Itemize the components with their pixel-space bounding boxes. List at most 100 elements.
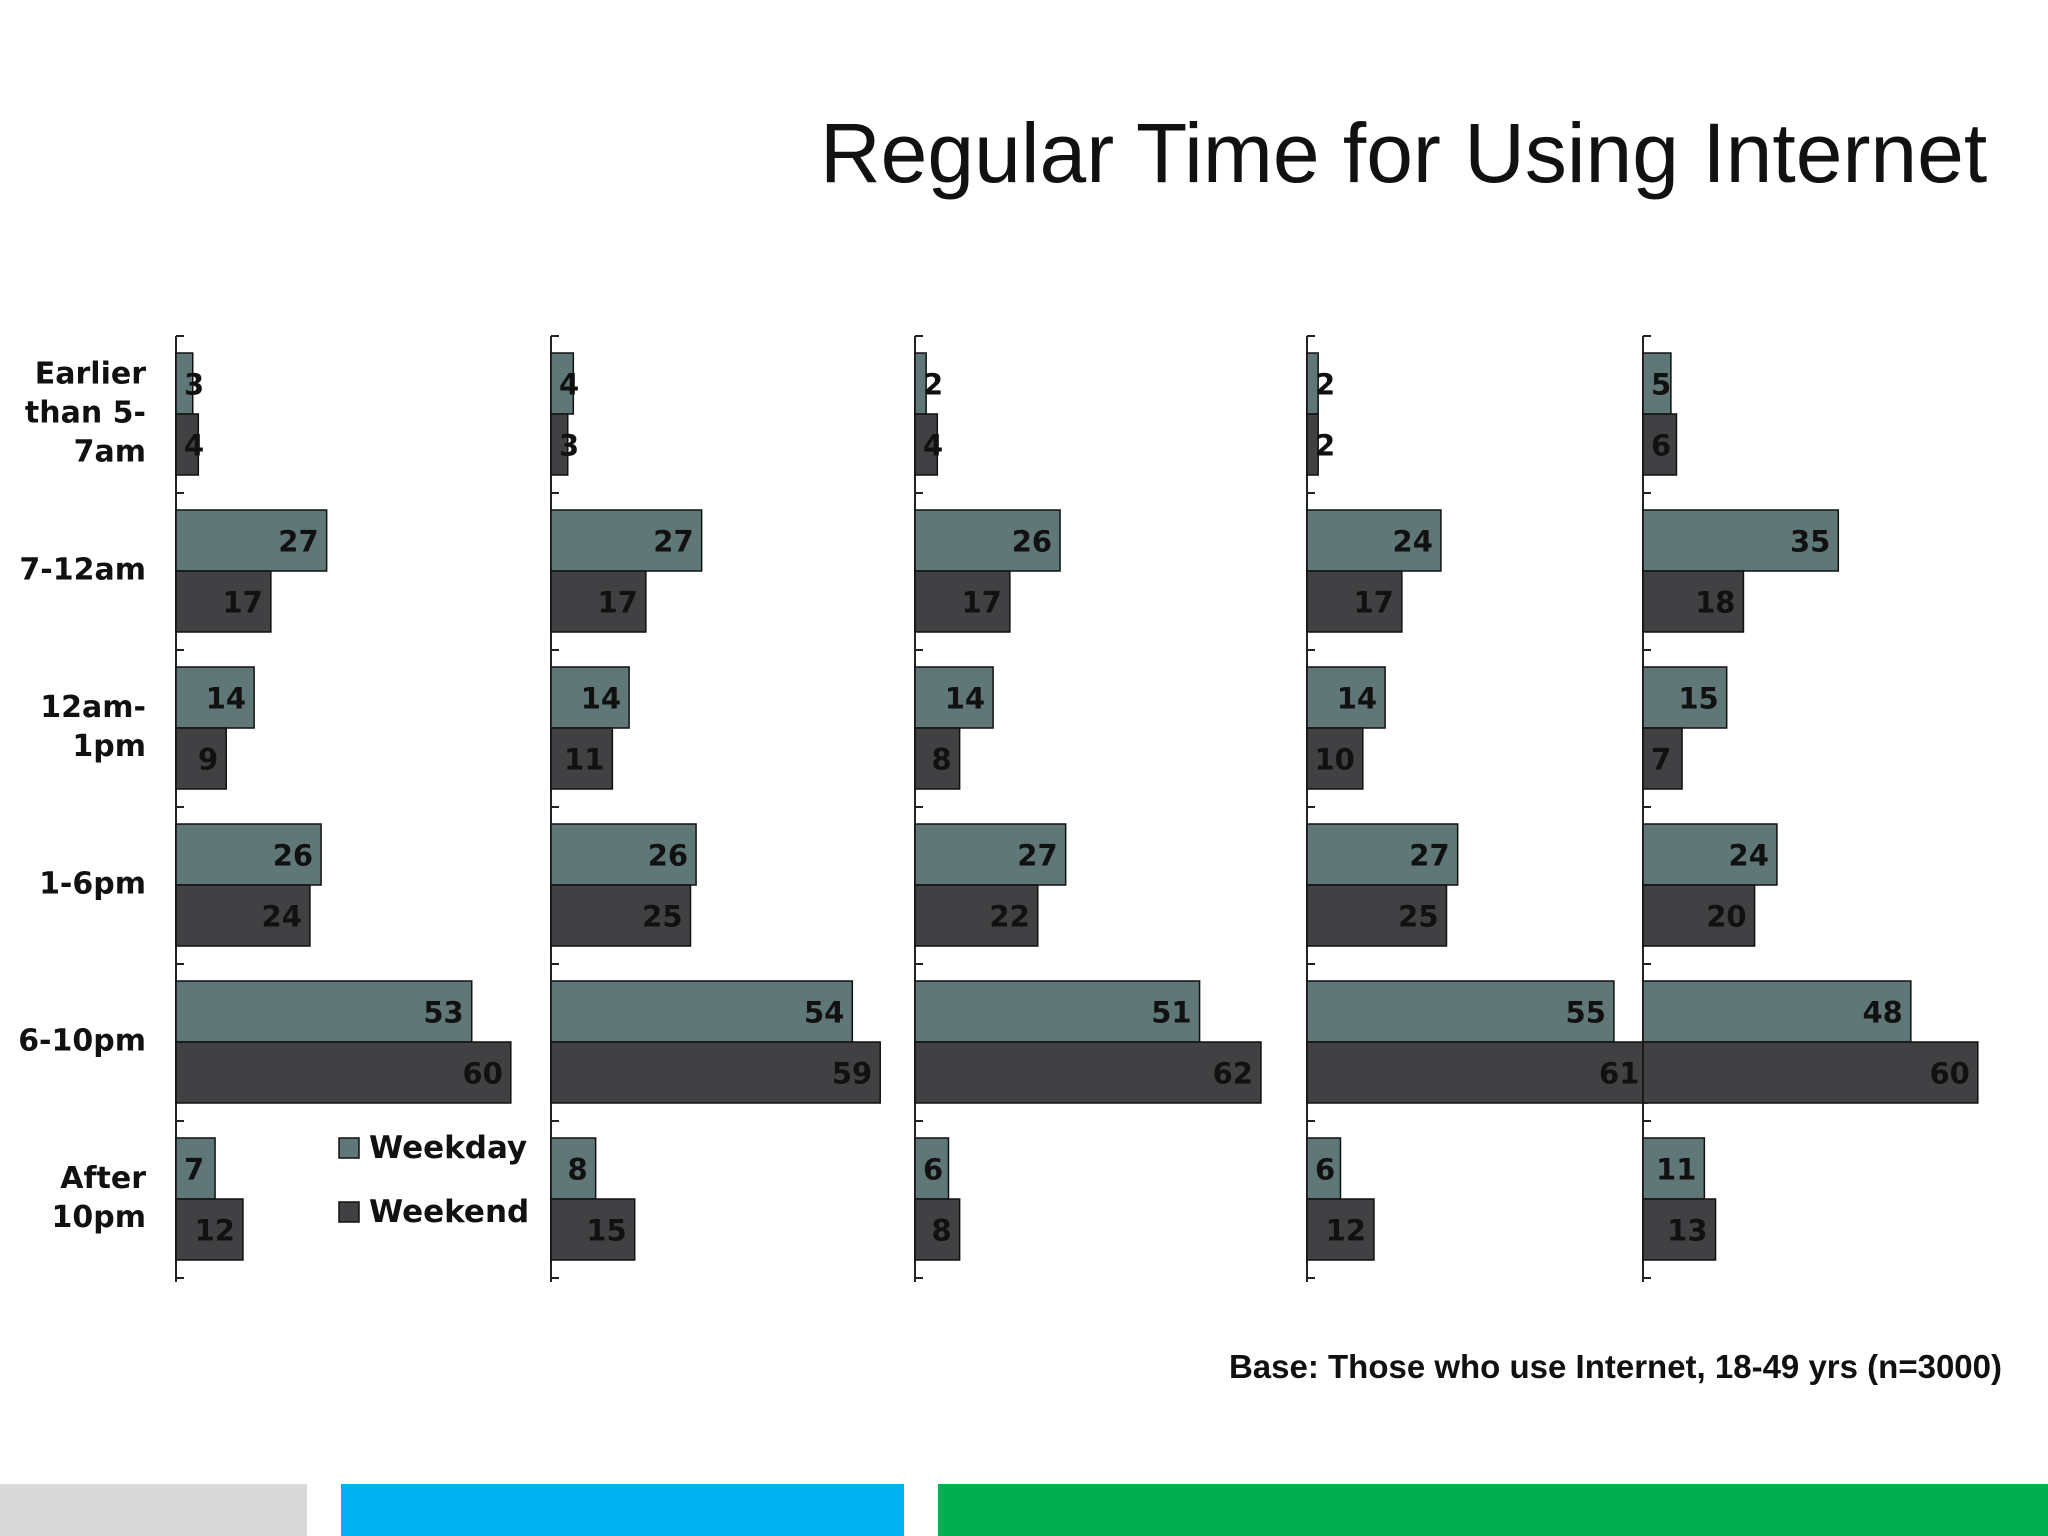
data-label: 8 xyxy=(931,1214,951,1248)
weekend-bar xyxy=(175,413,200,476)
data-label: 6 xyxy=(1315,1153,1335,1187)
category-label: 6-10pm xyxy=(18,1024,146,1059)
legend-swatch xyxy=(338,1137,360,1159)
weekend-bar xyxy=(550,413,569,476)
weekday-bar xyxy=(1306,823,1459,886)
weekend-bar xyxy=(1642,413,1678,476)
data-label: 2 xyxy=(1315,368,1335,402)
data-label: 62 xyxy=(1213,1057,1253,1091)
data-label: 7 xyxy=(1651,743,1671,777)
data-label: 6 xyxy=(923,1153,943,1187)
chart-panel-4: 2 24 14 27 55 6 2 17 10 25 61 12 xyxy=(1306,335,1649,1282)
category-label: 7am xyxy=(74,435,146,470)
weekend-bar xyxy=(1306,727,1364,790)
weekend-bar xyxy=(1306,413,1319,476)
data-label: 51 xyxy=(1151,996,1191,1030)
weekend-bar xyxy=(1306,884,1448,947)
data-label: 25 xyxy=(642,900,682,934)
data-label: 15 xyxy=(586,1214,626,1248)
base-note: Base: Those who use Internet, 18-49 yrs … xyxy=(1228,1348,2002,1385)
weekday-bar xyxy=(175,823,322,886)
weekday-bar xyxy=(550,823,697,886)
data-label: 12 xyxy=(195,1214,235,1248)
data-label: 5 xyxy=(1651,368,1671,402)
data-label: 10 xyxy=(1314,743,1354,777)
weekend-bar xyxy=(175,1198,244,1261)
weekend-bar xyxy=(914,1041,1262,1104)
data-label: 25 xyxy=(1398,900,1438,934)
weekend-bar xyxy=(1642,727,1683,790)
weekday-bar xyxy=(1642,666,1728,729)
bar-chart: Earlier than 5- 7am 7-12am 12am- 1pm 1-6pm 6-10… xyxy=(18,335,1979,1282)
weekend-bar xyxy=(175,570,272,633)
data-label: 4 xyxy=(559,368,579,402)
footer-bar-gray xyxy=(0,1484,307,1536)
weekday-bar xyxy=(175,509,328,572)
data-label: 2 xyxy=(1315,429,1335,463)
data-label: 7 xyxy=(184,1153,204,1187)
weekend-bar xyxy=(914,727,961,790)
category-label: 12am- xyxy=(40,690,146,725)
weekend-bar xyxy=(1642,1041,1979,1104)
weekday-bar xyxy=(175,1137,216,1200)
data-label: 27 xyxy=(1017,839,1057,873)
data-label: 20 xyxy=(1706,900,1746,934)
weekend-bar xyxy=(1306,1198,1375,1261)
weekend-bar xyxy=(1306,1041,1649,1104)
weekend-bar xyxy=(1642,884,1756,947)
data-label: 3 xyxy=(184,368,204,402)
data-label: 48 xyxy=(1862,996,1902,1030)
data-label: 17 xyxy=(962,586,1002,620)
weekend-bar xyxy=(550,884,692,947)
weekend-bar xyxy=(914,884,1039,947)
data-label: 26 xyxy=(648,839,688,873)
weekday-bar xyxy=(1642,823,1778,886)
data-label: 27 xyxy=(1409,839,1449,873)
data-label: 54 xyxy=(804,996,844,1030)
data-label: 59 xyxy=(832,1057,872,1091)
weekday-bar xyxy=(1306,1137,1342,1200)
data-label: 3 xyxy=(559,429,579,463)
category-label: 1pm xyxy=(72,729,146,764)
chart-panel-3: 2 26 14 27 51 6 4 17 8 22 62 8 xyxy=(914,335,1262,1282)
data-label: 12 xyxy=(1326,1214,1366,1248)
weekday-bar xyxy=(550,509,703,572)
data-label: 35 xyxy=(1790,525,1830,559)
data-label: 14 xyxy=(1337,682,1377,716)
category-label: Earlier xyxy=(35,357,146,392)
category-label: 7-12am xyxy=(19,553,146,588)
chart-panel-5: 5 35 15 24 48 11 6 18 7 20 60 13 xyxy=(1642,335,1979,1282)
data-label: 17 xyxy=(1354,586,1394,620)
weekend-bar xyxy=(914,570,1011,633)
weekday-bar xyxy=(914,666,994,729)
weekend-bar xyxy=(175,1041,512,1104)
weekend-bar xyxy=(175,884,311,947)
data-label: 4 xyxy=(923,429,943,463)
weekend-bar xyxy=(1306,570,1403,633)
category-label: 10pm xyxy=(52,1200,146,1235)
weekday-bar xyxy=(1642,509,1840,572)
weekday-bar xyxy=(175,980,473,1043)
data-label: 8 xyxy=(567,1153,587,1187)
data-label: 17 xyxy=(598,586,638,620)
weekend-bar xyxy=(1642,570,1745,633)
legend-label: Weekend xyxy=(369,1194,529,1230)
page-title: Regular Time for Using Internet xyxy=(820,106,1988,200)
weekend-bar xyxy=(175,727,227,790)
data-label: 8 xyxy=(931,743,951,777)
weekday-bar xyxy=(1306,980,1615,1043)
weekday-bar xyxy=(1306,509,1442,572)
data-label: 61 xyxy=(1599,1057,1639,1091)
data-label: 60 xyxy=(1929,1057,1969,1091)
data-label: 53 xyxy=(423,996,463,1030)
weekend-bar xyxy=(1642,1198,1717,1261)
data-label: 60 xyxy=(462,1057,502,1091)
data-label: 22 xyxy=(989,900,1029,934)
data-label: 24 xyxy=(1393,525,1433,559)
data-label: 11 xyxy=(1656,1153,1696,1187)
weekday-bar xyxy=(1642,352,1672,415)
legend-label: Weekday xyxy=(369,1130,527,1166)
data-label: 24 xyxy=(262,900,302,934)
data-label: 26 xyxy=(1012,525,1052,559)
footer-bar-green xyxy=(938,1484,2048,1536)
